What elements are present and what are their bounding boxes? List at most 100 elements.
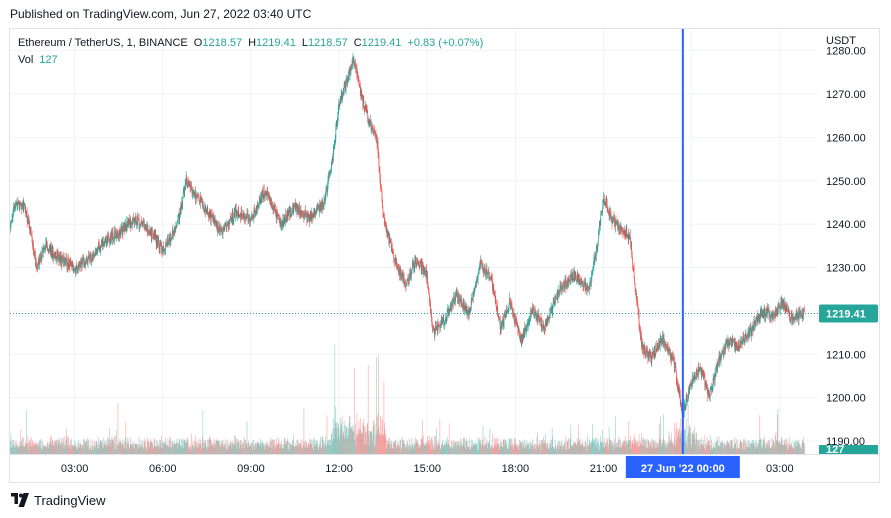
candle-body: [632, 258, 634, 267]
candle-body: [679, 394, 681, 405]
candle-body: [704, 377, 706, 386]
volume-bar: [362, 426, 364, 454]
candle-body: [799, 311, 801, 314]
volume-bar: [551, 427, 553, 454]
candle-body: [375, 134, 377, 138]
legend-volume-label[interactable]: Vol: [18, 54, 34, 66]
candle-body: [110, 233, 111, 243]
volume-bar: [427, 439, 429, 454]
candle-body: [532, 307, 534, 310]
candle-body: [188, 182, 189, 187]
candle-body: [308, 218, 310, 222]
candle-body: [209, 211, 211, 218]
volume-bar: [680, 433, 682, 454]
volume-bar: [640, 444, 642, 454]
volume-bar: [280, 444, 282, 454]
candle-body: [649, 352, 650, 357]
candle-body: [366, 111, 368, 114]
volume-bar: [118, 445, 119, 454]
candle-body: [776, 310, 778, 315]
candle-body: [106, 238, 108, 241]
volume-bar: [597, 442, 599, 454]
volume-bar: [409, 450, 411, 454]
price-chart[interactable]: USDT1280.001270.001260.001250.001240.001…: [10, 29, 879, 482]
candle-body: [52, 248, 54, 256]
volume-bar: [732, 447, 734, 454]
candle-body: [164, 250, 166, 251]
candle-body: [408, 280, 409, 282]
current-volume-tag: [819, 445, 878, 454]
candle-body: [180, 207, 182, 211]
candle-body: [712, 378, 714, 388]
volume-bar: [748, 446, 749, 454]
candle-body: [117, 231, 118, 238]
candle-body: [83, 263, 85, 267]
candle-body: [469, 309, 471, 311]
candle-body: [595, 255, 597, 257]
volume-bar: [600, 436, 602, 454]
volume-bar: [748, 440, 750, 454]
candle-body: [510, 303, 511, 309]
volume-bar: [432, 446, 434, 454]
candle-body: [723, 347, 725, 355]
candle-body: [226, 224, 228, 227]
volume-bar: [183, 438, 185, 454]
volume-bar: [461, 441, 462, 454]
candle-body: [624, 228, 626, 235]
volume-bar: [376, 416, 378, 454]
volume-bar: [433, 442, 435, 454]
candle-body: [613, 216, 614, 219]
candle-body: [201, 199, 203, 207]
candle-body: [795, 316, 797, 317]
candle-body: [240, 211, 242, 219]
candle-body: [428, 286, 429, 292]
volume-bar: [792, 441, 794, 454]
candle-body: [666, 347, 668, 349]
volume-bar: [281, 448, 283, 454]
candle-body: [666, 347, 667, 349]
candle-body: [689, 384, 690, 394]
volume-bar: [71, 445, 73, 454]
candle-body: [364, 109, 366, 111]
candle-body: [376, 135, 378, 145]
candle-body: [740, 341, 741, 347]
candle-body: [595, 255, 596, 260]
volume-bar: [370, 432, 371, 454]
candle-body: [648, 351, 649, 359]
volume-bar: [522, 448, 524, 454]
legend-symbol[interactable]: Ethereum / TetherUS, 1, BINANCE: [18, 37, 188, 49]
chart-frame[interactable]: USDT 1280.00 1270.00 1260.00 1250.00 1240.00 1…: [9, 28, 880, 483]
volume-bar: [621, 447, 622, 454]
candle-body: [11, 219, 13, 221]
volume-bar: [188, 449, 190, 454]
volume-bar: [196, 447, 198, 454]
x-tick-label: 09:00: [237, 463, 265, 475]
volume-bar: [129, 448, 131, 454]
volume-bar: [602, 442, 604, 454]
candle-body: [587, 285, 588, 290]
volume-bar: [331, 433, 333, 454]
volume-bar: [541, 440, 542, 454]
volume-bar: [555, 450, 557, 454]
volume-bar: [122, 444, 123, 454]
candle-body: [349, 68, 350, 75]
volume-bar: [183, 447, 185, 454]
volume-bar: [576, 445, 578, 454]
candle-body: [256, 206, 258, 213]
volume-bar: [777, 408, 779, 454]
candle-body: [728, 343, 730, 346]
volume-bar: [230, 442, 232, 454]
candle-body: [779, 306, 780, 307]
volume-bar: [172, 442, 174, 454]
volume-bar: [154, 438, 156, 454]
volume-bar: [85, 443, 86, 454]
volume-bar: [344, 424, 346, 454]
candle-body: [120, 233, 121, 236]
y-tick-label: 1270.00: [826, 89, 866, 101]
candle-body: [614, 225, 616, 227]
candle-body: [286, 216, 288, 219]
candle-body: [83, 258, 84, 264]
candle-body: [483, 268, 484, 273]
volume-bar: [758, 441, 760, 454]
volume-bar: [228, 444, 230, 454]
